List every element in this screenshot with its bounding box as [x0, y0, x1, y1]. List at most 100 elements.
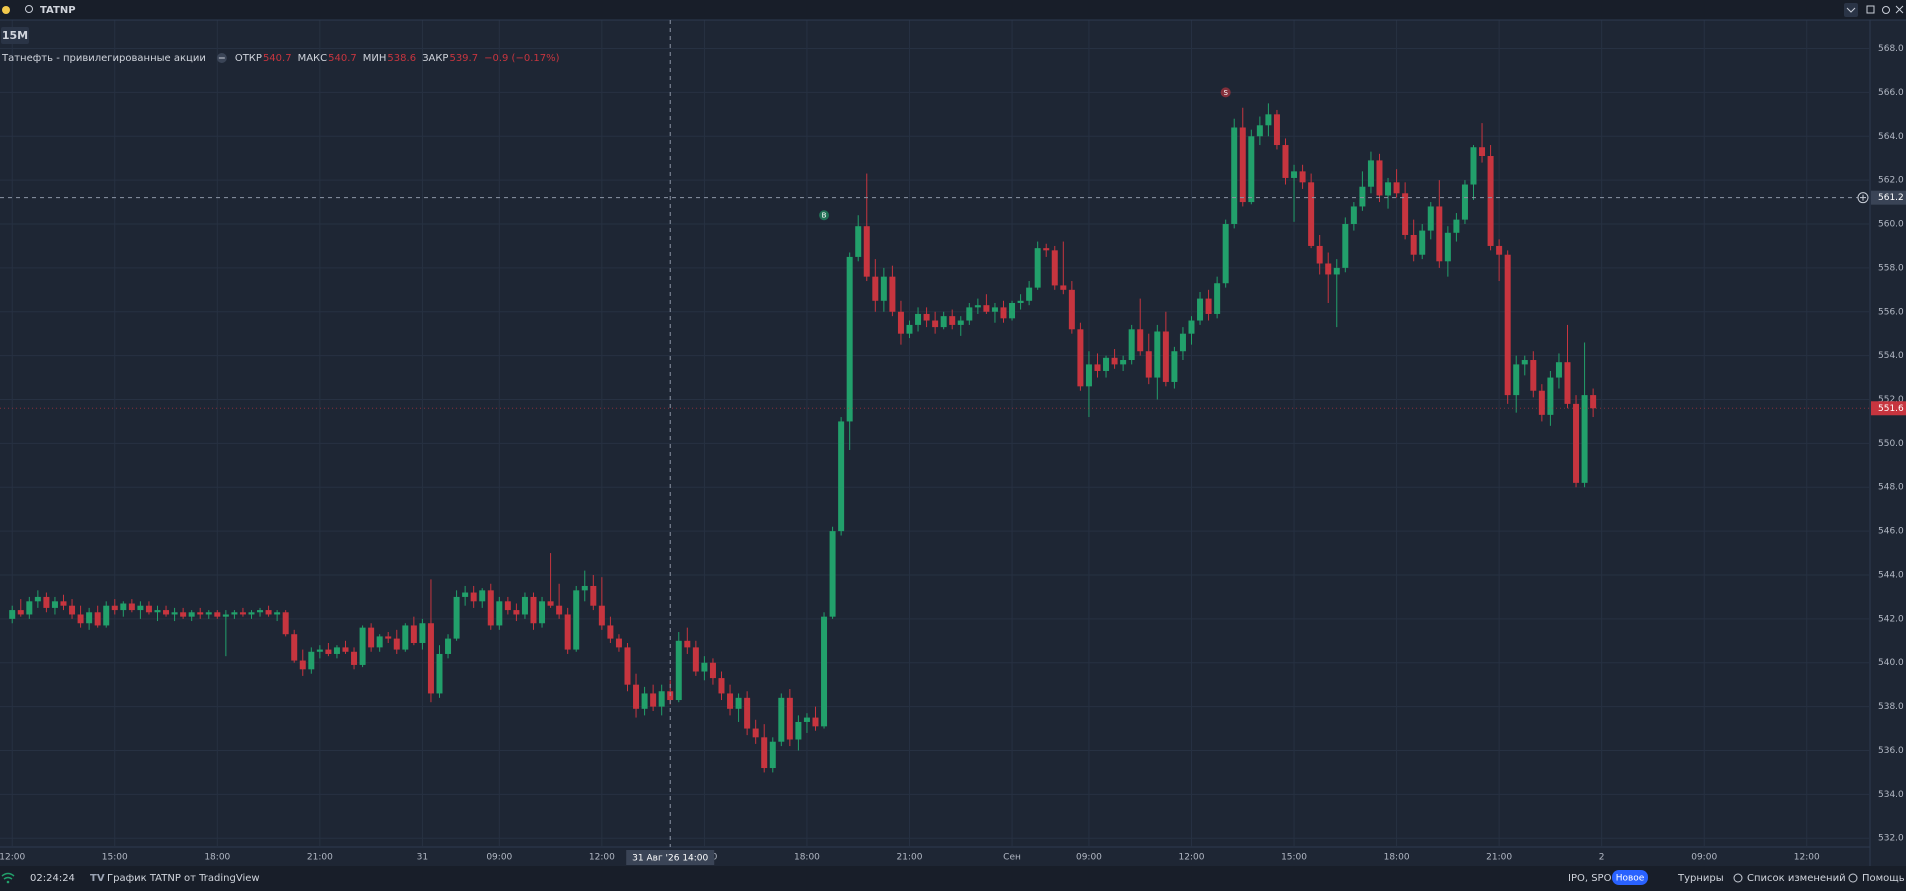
candle-body: [1265, 114, 1272, 126]
x-tick-label: 09:00: [1076, 853, 1102, 863]
menu-help[interactable]: Помощь: [1862, 873, 1905, 884]
candle-body: [34, 596, 41, 602]
candle-body: [769, 741, 776, 769]
footer-link[interactable]: График TATNP от TradingView: [107, 873, 260, 884]
status-dot: [2, 6, 10, 14]
candle-body: [846, 256, 853, 422]
x-tick-label: 12:00: [0, 853, 25, 863]
candle-body: [445, 638, 452, 654]
candle-body: [684, 640, 691, 648]
candle-body: [325, 649, 332, 654]
candle-body: [1205, 298, 1212, 314]
candle-body: [590, 585, 597, 606]
x-tick-label: 18:00: [204, 853, 230, 863]
settings-icon[interactable]: [1882, 6, 1890, 14]
candle-body: [1547, 377, 1554, 415]
menu-ipo[interactable]: IPO, SPO: [1568, 873, 1612, 884]
candle-body: [1009, 302, 1016, 319]
candle-body: [1530, 360, 1537, 391]
candle-body: [547, 601, 554, 606]
candle-body: [1427, 206, 1434, 231]
x-tick-label: 12:00: [1794, 853, 1820, 863]
badge: Новое: [1616, 874, 1645, 884]
candle-body: [1034, 248, 1041, 288]
candle-body: [863, 226, 870, 277]
chart-title: Татнефть - привилегированные акции: [1, 53, 206, 64]
candle-body: [855, 226, 862, 257]
info-icon: [1733, 873, 1743, 883]
candle-body: [487, 590, 494, 626]
menu-changelog[interactable]: Список изменений: [1747, 873, 1846, 884]
y-tick-label: 568.0: [1878, 44, 1904, 54]
candle-body: [274, 612, 281, 615]
candle-body: [205, 612, 212, 615]
legend-label: МАКС: [298, 53, 328, 64]
candle-body: [1273, 114, 1280, 146]
y-tick-label: 546.0: [1878, 527, 1904, 537]
legend-value: 539.7: [449, 53, 478, 64]
tv-logo: TV: [90, 873, 105, 884]
candle-body: [1436, 206, 1443, 262]
candle-body: [564, 614, 571, 650]
candle-body: [1479, 147, 1486, 157]
candle-body: [17, 610, 24, 615]
candle-body: [145, 605, 152, 613]
y-tick-label: 536.0: [1878, 746, 1904, 756]
candle-body: [410, 625, 417, 643]
window-icon[interactable]: [1866, 5, 1875, 14]
legend-label: ОТКР: [235, 53, 262, 64]
candle-body: [761, 737, 768, 769]
candle-body: [539, 601, 546, 624]
close-icon[interactable]: [1895, 5, 1904, 14]
candle-body: [1256, 125, 1263, 137]
candle-body: [248, 612, 255, 615]
candle-body: [504, 601, 511, 611]
plot: [0, 20, 1871, 866]
candle-body: [299, 660, 306, 670]
interval-button[interactable]: [1, 27, 29, 44]
candle-body: [803, 717, 810, 722]
y-tick-label: 556.0: [1878, 307, 1904, 317]
menu-tournaments[interactable]: Турниры: [1677, 873, 1724, 884]
x-tick-label: 18:00: [794, 853, 820, 863]
x-tick-label: 21:00: [897, 853, 923, 863]
candle-body: [615, 638, 622, 648]
candle-body: [897, 311, 904, 334]
candle-body: [932, 320, 939, 328]
candle-body: [1444, 232, 1451, 262]
candle-body: [1068, 289, 1075, 330]
y-tick-label: 566.0: [1878, 88, 1904, 98]
legend-label: ЗАКР: [422, 53, 448, 64]
candle-body: [1145, 351, 1152, 378]
trade-marker: [819, 210, 830, 221]
candle-body: [658, 691, 665, 707]
dropdown-button[interactable]: [1844, 3, 1858, 17]
candle-body: [222, 614, 229, 617]
symbol[interactable]: TATNP: [40, 5, 76, 16]
search-icon[interactable]: [25, 5, 33, 13]
candle-body: [479, 590, 486, 602]
candle-body: [1171, 351, 1178, 382]
legend-value: 538.6: [387, 53, 416, 64]
candle-body: [1077, 329, 1084, 387]
candle-body: [1120, 360, 1127, 365]
x-tick-label: 21:00: [307, 853, 333, 863]
candle-body: [1128, 329, 1135, 361]
y-tick-label: 562.0: [1878, 176, 1904, 186]
help-icon: [1848, 873, 1858, 883]
candle-body: [556, 605, 563, 615]
candle-body: [581, 585, 588, 591]
x-tick-label: 2: [1599, 853, 1605, 863]
candle-body: [1316, 245, 1323, 264]
candle-body: [1017, 300, 1024, 303]
candle-body: [1350, 206, 1357, 225]
candle-body: [333, 647, 340, 654]
interval[interactable]: 15M: [2, 29, 28, 42]
candle-body: [940, 316, 947, 328]
crosshair-price-tag: [1871, 190, 1906, 205]
crosshair-price-label: 561.2: [1878, 193, 1904, 203]
candle-body: [197, 612, 204, 615]
candle-body: [1051, 250, 1058, 286]
